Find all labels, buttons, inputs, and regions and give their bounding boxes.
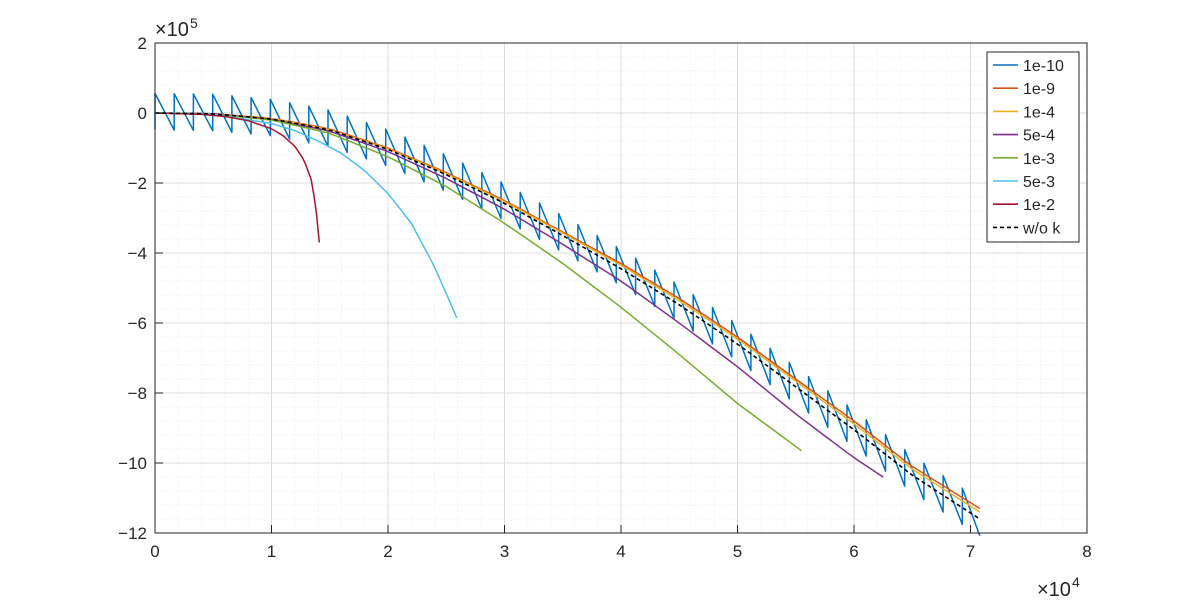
y-tick-label: −4 — [128, 244, 147, 263]
y-exponent-label: ×10 — [155, 19, 189, 41]
legend-label: 1e-9 — [1023, 81, 1055, 98]
series-line-w-o-k — [154, 112, 981, 520]
y-tick-label: −6 — [128, 314, 147, 333]
legend-label: 1e-4 — [1023, 104, 1055, 121]
x-tick-label: 3 — [500, 542, 509, 561]
legend-box — [986, 51, 1080, 243]
legend-label: w/o k — [1022, 220, 1061, 237]
label-layer: 0 1 2 3 4 5 6 7 8 2 0 −2 −4 −6 −8 −10 −12 — [118, 34, 1092, 561]
x-tick-label: 6 — [849, 542, 858, 561]
x-tick-label: 0 — [150, 542, 159, 561]
x-exponent-label: ×10 — [1037, 579, 1071, 601]
series-line-1e-2 — [154, 112, 321, 243]
x-tick-label: 5 — [733, 542, 742, 561]
series-line-1e-3 — [154, 112, 803, 452]
series-line-1e-10 — [154, 92, 981, 537]
y-tick-label: 0 — [138, 104, 147, 123]
series-layer — [154, 92, 981, 537]
x-tick-label: 4 — [616, 542, 625, 561]
x-tick-label: 2 — [383, 542, 392, 561]
x-tick-label: 7 — [966, 542, 975, 561]
legend-label: 1e-2 — [1023, 197, 1055, 214]
y-tick-label: −8 — [128, 384, 147, 403]
y-tick-label: −10 — [118, 454, 147, 473]
y-tick-label: −12 — [118, 524, 147, 543]
series-line-1e-4 — [154, 112, 981, 513]
tick-layer — [154, 42, 1088, 534]
y-exponent-power: 5 — [190, 15, 198, 31]
y-tick-label: 2 — [138, 34, 147, 53]
legend: 1e-10 1e-9 1e-4 5e-4 1e-3 5e-3 1e-2 w/o k — [986, 51, 1080, 243]
legend-label: 5e-4 — [1023, 128, 1055, 145]
legend-label: 5e-3 — [1023, 174, 1055, 191]
x-tick-label: 1 — [267, 542, 276, 561]
legend-label: 1e-3 — [1023, 151, 1055, 168]
x-exponent-power: 4 — [1072, 574, 1080, 590]
legend-label: 1e-10 — [1023, 58, 1064, 75]
y-tick-label: −2 — [128, 174, 147, 193]
x-tick-label: 8 — [1082, 542, 1091, 561]
